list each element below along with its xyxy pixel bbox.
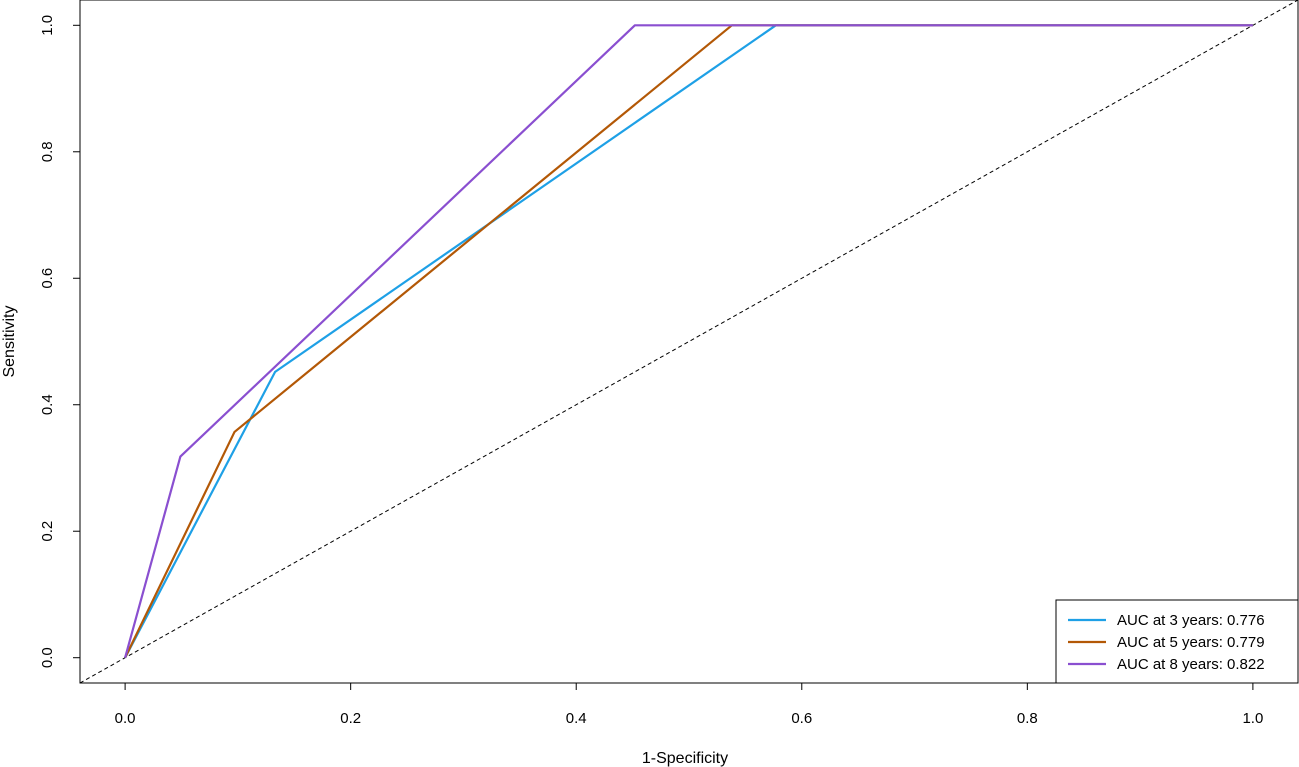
legend-label-2: AUC at 5 years: 0.779 — [1117, 634, 1265, 651]
x-tick-label: 1.0 — [1242, 710, 1263, 727]
legend: AUC at 3 years: 0.776 AUC at 5 years: 0.7… — [1055, 599, 1299, 684]
plot-frame — [79, 0, 1299, 684]
x-axis-title: 1-Specificity — [642, 750, 728, 767]
y-tick-label: 0.2 — [39, 521, 56, 542]
reference-diagonal-line — [79, 0, 1299, 684]
legend-label-1: AUC at 3 years: 0.776 — [1117, 612, 1265, 629]
y-tick-label: 0.0 — [39, 647, 56, 668]
legend-label-3: AUC at 8 years: 0.822 — [1117, 656, 1265, 673]
y-tick-label: 0.4 — [39, 394, 56, 415]
x-tick-label: 0.8 — [1017, 710, 1038, 727]
series-line-3 — [124, 24, 1253, 658]
y-tick-label: 1.0 — [39, 15, 56, 36]
y-axis-title: Sensitivity — [1, 305, 18, 377]
y-axis: 0.0 0.2 0.4 0.6 0.8 1.0 — [39, 15, 80, 668]
y-tick-label: 0.6 — [39, 268, 56, 289]
series-layer — [124, 24, 1253, 659]
x-tick-label: 0.4 — [566, 710, 587, 727]
y-tick-label: 0.8 — [39, 141, 56, 162]
x-tick-label: 0.6 — [791, 710, 812, 727]
x-axis: 0.0 0.2 0.4 0.6 0.8 1.0 — [115, 683, 1263, 727]
x-tick-label: 0.2 — [340, 710, 361, 727]
x-tick-label: 0.0 — [115, 710, 136, 727]
